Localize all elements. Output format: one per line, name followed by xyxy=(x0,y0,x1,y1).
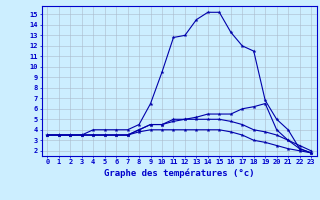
X-axis label: Graphe des températures (°c): Graphe des températures (°c) xyxy=(104,168,254,178)
